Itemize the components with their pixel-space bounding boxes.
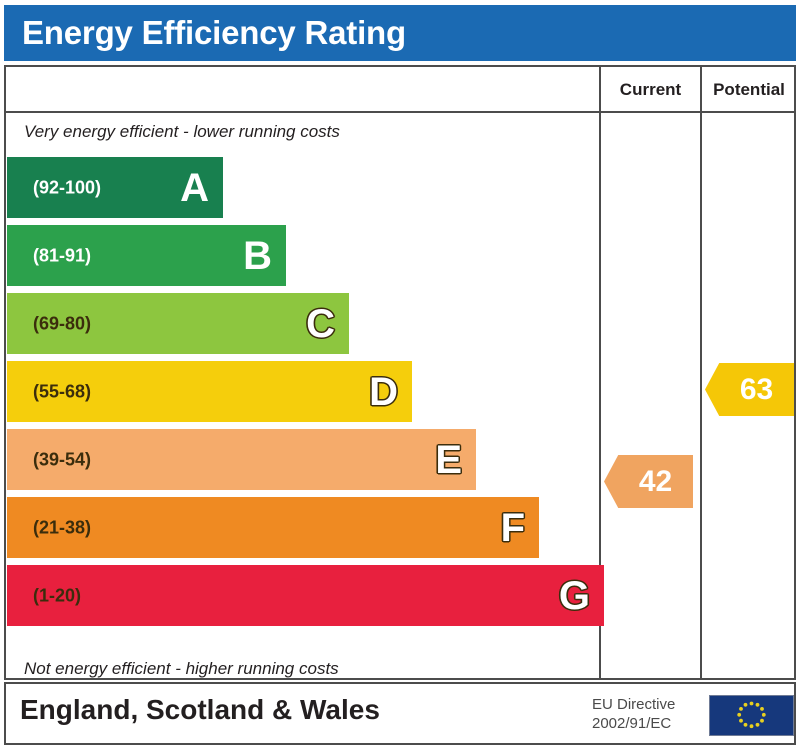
eu-flag <box>709 695 794 736</box>
band-d-letter: D <box>369 369 398 414</box>
band-a-letter: A <box>180 165 209 210</box>
band-g-letter: G <box>558 573 590 618</box>
potential-rating-value: 63 <box>739 372 774 406</box>
band-g: (1-20) G <box>7 565 604 626</box>
potential-column-divider <box>700 67 702 678</box>
footer: England, Scotland & Wales EU Directive 2… <box>4 682 796 745</box>
current-column-divider <box>599 67 601 678</box>
band-f-range: (21-38) <box>33 517 92 537</box>
band-d: (55-68) D <box>7 361 412 422</box>
band-f-letter: F <box>500 505 525 550</box>
caption-efficient: Very energy efficient - lower running co… <box>24 122 340 141</box>
eu-directive-line2: 2002/91/EC <box>592 715 672 732</box>
rating-chart: Current Potential Very energy efficient … <box>4 65 796 680</box>
band-b-letter: B <box>243 233 272 278</box>
band-e-range: (39-54) <box>33 449 92 469</box>
title-bar: Energy Efficiency Rating <box>4 5 796 61</box>
band-a: (92-100) A <box>7 157 223 218</box>
current-rating-marker: 42 <box>604 455 693 508</box>
band-d-range: (55-68) <box>33 381 92 401</box>
band-f: (21-38) F <box>7 497 539 558</box>
band-b: (81-91) B <box>7 225 286 286</box>
eu-directive-label: EU Directive 2002/91/EC <box>592 695 675 733</box>
band-e: (39-54) E <box>7 429 476 490</box>
current-rating-value: 42 <box>638 464 673 498</box>
column-header-potential: Potential <box>713 80 785 99</box>
band-c: (69-80) C <box>7 293 349 354</box>
band-c-range: (69-80) <box>33 313 92 333</box>
region-label: England, Scotland & Wales <box>20 694 380 725</box>
band-e-letter: E <box>435 437 462 482</box>
header-divider <box>6 111 794 113</box>
potential-rating-marker: 63 <box>705 363 794 416</box>
caption-inefficient: Not energy efficient - higher running co… <box>24 659 339 678</box>
column-header-current: Current <box>619 80 682 99</box>
page-title: Energy Efficiency Rating <box>22 14 406 51</box>
eu-directive-line1: EU Directive <box>592 696 676 713</box>
band-a-range: (92-100) <box>33 177 102 197</box>
band-g-range: (1-20) <box>33 585 82 605</box>
band-c-letter: C <box>306 301 335 346</box>
band-b-range: (81-91) <box>33 245 92 265</box>
